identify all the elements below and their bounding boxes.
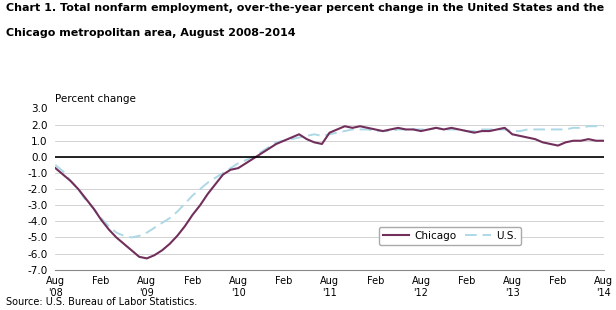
Text: Chicago metropolitan area, August 2008–2014: Chicago metropolitan area, August 2008–2… <box>6 28 296 38</box>
Text: Percent change: Percent change <box>55 94 136 104</box>
Text: Source: U.S. Bureau of Labor Statistics.: Source: U.S. Bureau of Labor Statistics. <box>6 297 197 307</box>
Legend: Chicago, U.S.: Chicago, U.S. <box>379 227 521 245</box>
Text: Chart 1. Total nonfarm employment, over-the-year percent change in the United St: Chart 1. Total nonfarm employment, over-… <box>6 3 604 13</box>
